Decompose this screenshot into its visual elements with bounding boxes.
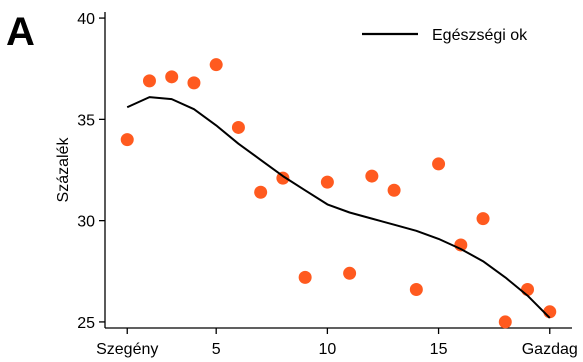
y-tick-label: 25 — [77, 315, 95, 332]
x-tick-label: Szegény — [96, 341, 158, 358]
y-tick-label: 40 — [77, 11, 95, 28]
scatter-point — [409, 283, 423, 297]
scatter-point — [343, 266, 357, 280]
y-tick-label: 30 — [77, 214, 95, 231]
scatter-point — [187, 76, 201, 90]
scatter-point — [254, 185, 268, 199]
scatter-point — [521, 283, 535, 297]
legend-box — [352, 16, 570, 56]
trend-line — [126, 96, 551, 319]
panel-label: A — [6, 10, 35, 54]
legend: Egészségi ok — [352, 16, 570, 56]
x-tick-label: Gazdag — [522, 341, 578, 358]
scatter-point — [320, 175, 334, 189]
x-tick-label: 15 — [430, 341, 448, 358]
scatter-point — [498, 315, 512, 329]
x-tick-label: 5 — [212, 341, 221, 358]
scatter-point — [432, 157, 446, 171]
axes — [104, 12, 572, 329]
scatter-point — [543, 305, 557, 319]
scatter-point — [231, 120, 245, 134]
scatter-point — [387, 183, 401, 197]
ticks: 25 30 35 40 Szegény 5 10 15 Gazdag — [77, 11, 578, 358]
y-axis-title: Százalék — [55, 137, 72, 203]
scatter-point — [142, 74, 156, 88]
y-tick-label: 35 — [77, 112, 95, 129]
legend-label: Egészségi ok — [432, 27, 528, 44]
scatter-point — [165, 70, 179, 84]
scatter-point — [120, 133, 134, 147]
scatter-point — [476, 212, 490, 226]
scatter-point — [209, 58, 223, 72]
marks — [120, 58, 557, 329]
scatter-point — [365, 169, 379, 183]
x-tick-label: 10 — [318, 341, 336, 358]
scatter-point — [298, 270, 312, 284]
